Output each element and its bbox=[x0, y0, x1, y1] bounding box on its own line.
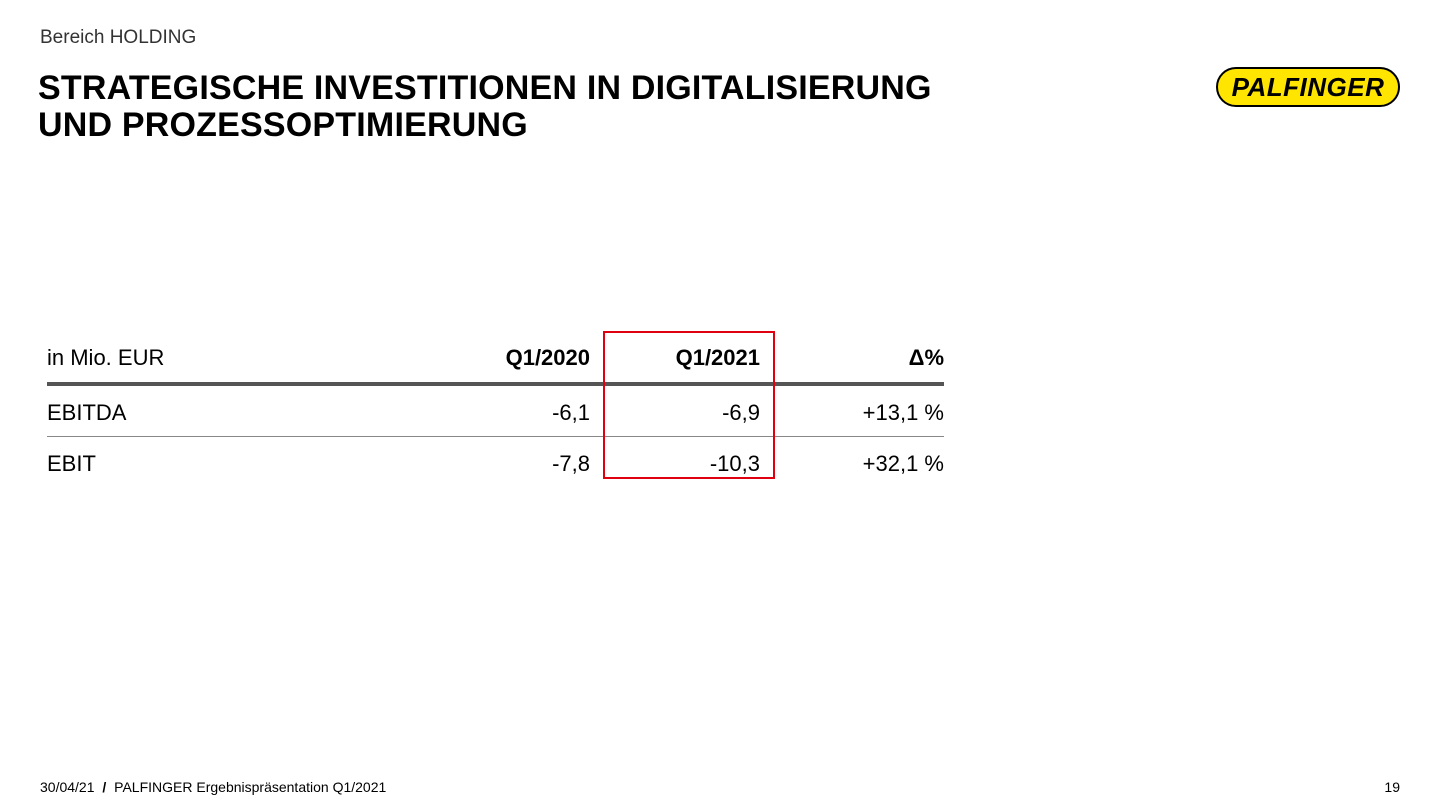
table-header-row: in Mio. EUR Q1/2020 Q1/2021 Δ% bbox=[47, 332, 944, 386]
page-number: 19 bbox=[1384, 779, 1400, 795]
slide-title-line-1: STRATEGISCHE INVESTITIONEN IN DIGITALISI… bbox=[38, 69, 932, 107]
section-label: Bereich HOLDING bbox=[40, 27, 197, 48]
header-q1-2020: Q1/2020 bbox=[505, 345, 590, 370]
cell-delta: +32,1 % bbox=[862, 451, 944, 476]
financial-table: in Mio. EUR Q1/2020 Q1/2021 Δ% EBITDA -6… bbox=[47, 332, 944, 487]
slide-title: STRATEGISCHE INVESTITIONEN IN DIGITALISI… bbox=[38, 70, 1038, 144]
row-label: EBIT bbox=[47, 451, 96, 476]
palfinger-logo: PALFINGER bbox=[1216, 67, 1400, 107]
header-q1-2021: Q1/2021 bbox=[675, 345, 760, 370]
footer-separator: / bbox=[102, 779, 107, 795]
cell-q1-2020: -7,8 bbox=[552, 451, 590, 476]
footer-date: 30/04/21 bbox=[40, 779, 95, 795]
logo-text: PALFINGER bbox=[1231, 71, 1385, 102]
footer-text: PALFINGER Ergebnispräsentation Q1/2021 bbox=[114, 779, 387, 795]
slide-title-line-2: UND PROZESSOPTIMIERUNG bbox=[38, 106, 528, 144]
footer: 30/04/21 / PALFINGER Ergebnispräsentatio… bbox=[40, 779, 386, 795]
header-unit: in Mio. EUR bbox=[47, 345, 165, 370]
row-label: EBITDA bbox=[47, 400, 127, 425]
table-row: EBIT -7,8 -10,3 +32,1 % bbox=[47, 437, 944, 487]
cell-q1-2020: -6,1 bbox=[552, 400, 590, 425]
table-row: EBITDA -6,1 -6,9 +13,1 % bbox=[47, 386, 944, 437]
header-delta-percent: Δ% bbox=[908, 345, 944, 370]
cell-delta: +13,1 % bbox=[862, 400, 944, 425]
cell-q1-2021: -6,9 bbox=[722, 400, 760, 425]
cell-q1-2021: -10,3 bbox=[709, 451, 760, 476]
